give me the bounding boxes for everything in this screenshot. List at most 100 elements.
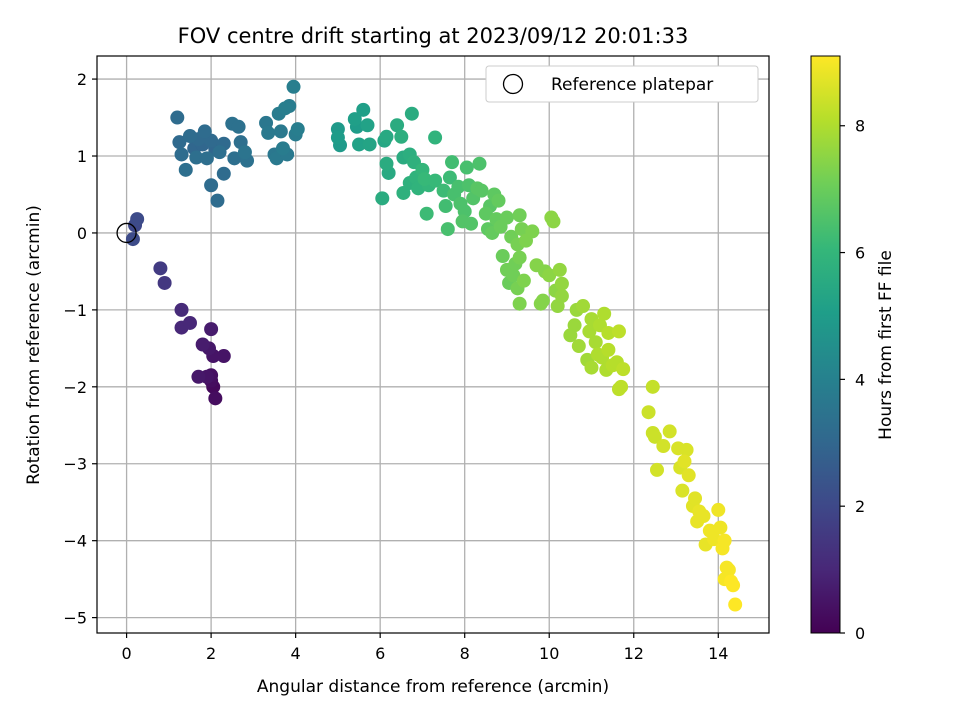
- data-point: [506, 268, 521, 283]
- x-tick-label: 4: [291, 644, 301, 663]
- data-point: [419, 206, 434, 221]
- legend-marker-icon: [502, 73, 524, 95]
- data-point: [512, 208, 527, 223]
- data-point: [436, 183, 451, 198]
- data-point: [717, 533, 732, 548]
- colorbar-ticks: 0 2 4 6 8: [840, 117, 865, 643]
- data-point: [390, 118, 405, 133]
- x-axis-title: Angular distance from reference (arcmin): [257, 677, 609, 697]
- data-point: [189, 150, 204, 165]
- data-point: [512, 250, 527, 265]
- data-point: [170, 110, 185, 125]
- data-point: [237, 145, 252, 160]
- data-point: [208, 391, 223, 406]
- data-point: [197, 124, 212, 139]
- colorbar: 0 2 4 6 8 Hours from first FF file: [810, 55, 896, 643]
- colorbar-gradient: [810, 55, 841, 634]
- x-tick-label: 12: [624, 644, 644, 663]
- x-tick-label: 6: [375, 644, 385, 663]
- data-point: [362, 137, 377, 152]
- data-point: [696, 509, 711, 524]
- data-point: [445, 155, 460, 170]
- data-point: [459, 160, 474, 175]
- data-point: [525, 224, 540, 239]
- data-point: [707, 532, 722, 547]
- data-point: [125, 232, 140, 247]
- data-point: [216, 166, 231, 181]
- data-point: [174, 147, 189, 162]
- reference-layer: [116, 222, 137, 244]
- data-point: [379, 129, 394, 144]
- data-point: [438, 199, 453, 214]
- data-point: [645, 379, 660, 394]
- data-point: [417, 172, 432, 187]
- data-point: [472, 156, 487, 171]
- data-point: [647, 429, 662, 444]
- x-tick-label: 14: [708, 644, 728, 663]
- data-point: [275, 141, 290, 156]
- data-point: [650, 462, 664, 477]
- data-point: [330, 130, 345, 145]
- plot-frame: [96, 55, 770, 634]
- y-tick-label: −3: [63, 455, 87, 474]
- x-tick-label: 2: [206, 644, 216, 663]
- data-point: [554, 276, 569, 291]
- data-point: [261, 125, 276, 140]
- data-point: [204, 322, 219, 337]
- x-tick-label: 8: [460, 644, 470, 663]
- colorbar-tick-label: 6: [855, 244, 865, 263]
- data-point: [542, 268, 557, 283]
- y-tick-label: −4: [63, 532, 87, 551]
- data-point: [212, 145, 227, 160]
- y-tick-label: 2: [77, 70, 87, 89]
- data-point: [554, 289, 569, 304]
- data-point: [726, 578, 741, 593]
- data-point: [567, 318, 582, 333]
- data-point: [464, 216, 479, 231]
- data-point: [182, 315, 197, 330]
- chart-title: FOV centre drift starting at 2023/09/12 …: [178, 24, 689, 48]
- y-tick-label: −1: [63, 301, 87, 320]
- data-point: [157, 275, 172, 290]
- y-tick-label: −5: [63, 609, 87, 628]
- data-point: [210, 193, 225, 208]
- data-point: [491, 193, 506, 208]
- colorbar-tick-label: 8: [855, 117, 865, 136]
- y-tick-label: 0: [77, 224, 87, 243]
- data-point: [641, 405, 656, 420]
- data-point: [428, 130, 443, 145]
- data-point: [584, 360, 599, 375]
- data-point: [130, 212, 145, 227]
- reference-platepar-marker: [116, 222, 137, 244]
- y-tick-label: 1: [77, 147, 87, 166]
- data-point: [611, 324, 626, 339]
- data-point: [451, 179, 466, 194]
- colorbar-tick-label: 4: [855, 370, 865, 389]
- data-point: [474, 183, 489, 198]
- data-point: [552, 262, 567, 277]
- data-point: [582, 324, 597, 339]
- data-point: [290, 122, 305, 137]
- data-point: [440, 222, 455, 237]
- data-point: [588, 335, 603, 350]
- data-point: [614, 379, 629, 394]
- data-point: [269, 151, 284, 166]
- data-point: [352, 137, 367, 152]
- data-point: [278, 101, 293, 116]
- data-point: [199, 151, 214, 166]
- data-point: [394, 129, 409, 144]
- y-axis-title: Rotation from reference (arcmin): [24, 205, 44, 485]
- data-point: [499, 210, 514, 225]
- data-point: [681, 468, 696, 483]
- data-point: [286, 79, 301, 94]
- data-point: [178, 162, 193, 177]
- data-point: [396, 185, 411, 200]
- data-point: [153, 261, 168, 276]
- data-point: [721, 562, 736, 577]
- y-tick-label: −2: [63, 378, 87, 397]
- data-point: [356, 102, 371, 117]
- data-point: [601, 325, 616, 340]
- y-axis: −5 −4 −3 −2 −1 0 1 2: [63, 70, 97, 628]
